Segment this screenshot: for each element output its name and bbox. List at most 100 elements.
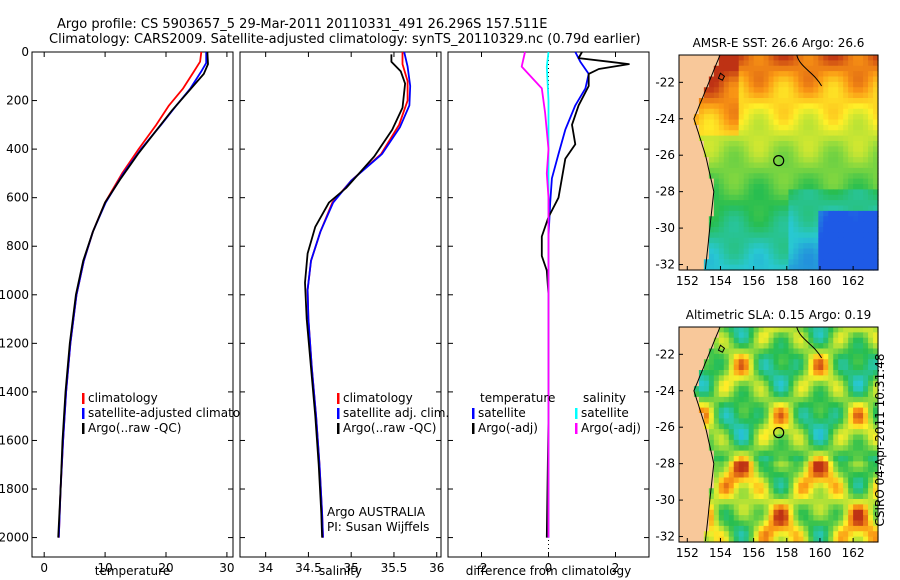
map-cell xyxy=(698,76,705,83)
map-cell xyxy=(818,423,824,430)
map-cell xyxy=(783,504,790,511)
map-cell xyxy=(679,200,685,207)
map-cell xyxy=(753,167,760,174)
map-cell xyxy=(713,253,720,260)
map-cell xyxy=(863,402,869,409)
map-cell xyxy=(683,237,690,244)
map-cell xyxy=(803,450,809,457)
map-cell xyxy=(723,391,730,398)
map-cell xyxy=(713,71,720,78)
diff-temp-legend-label: Argo(-adj) xyxy=(478,421,538,435)
map-cell xyxy=(863,423,869,430)
map-cell xyxy=(813,525,819,532)
map-cell xyxy=(688,210,695,217)
map-cell xyxy=(848,194,854,201)
map-cell xyxy=(693,353,700,360)
map-cell xyxy=(818,146,824,153)
map-cell xyxy=(703,76,710,83)
map-cell xyxy=(873,515,879,522)
map-cell xyxy=(813,477,819,484)
map-cell xyxy=(753,243,760,250)
map-cell xyxy=(748,55,755,61)
map-cell xyxy=(788,205,795,212)
map-cell xyxy=(688,232,695,239)
map-cell xyxy=(823,76,829,83)
map-cell xyxy=(773,418,780,425)
map-cell xyxy=(688,536,695,543)
map-cell xyxy=(813,124,819,131)
map-cell xyxy=(703,189,710,196)
map-cell xyxy=(713,423,720,430)
map-cell xyxy=(853,167,859,174)
map-cell xyxy=(848,135,854,142)
map-cell xyxy=(758,210,765,217)
map-cell xyxy=(808,482,814,489)
map-cell xyxy=(698,173,705,180)
map-cell xyxy=(728,210,735,217)
map-cell xyxy=(688,248,695,255)
map-cell xyxy=(788,55,795,61)
map-cell xyxy=(833,227,839,233)
map-cell xyxy=(753,370,760,376)
map-cell xyxy=(853,146,859,153)
map-cell xyxy=(843,87,849,94)
map-cell xyxy=(853,65,859,72)
map-cell xyxy=(763,151,770,158)
map-cell xyxy=(748,221,755,228)
map-cell xyxy=(783,332,790,339)
map-cell xyxy=(753,119,760,126)
map-cell xyxy=(753,146,760,153)
map-cell xyxy=(803,461,809,468)
map-cell xyxy=(683,525,690,532)
map-cell xyxy=(708,151,715,158)
map-cell xyxy=(858,210,864,217)
map-cell xyxy=(743,418,750,425)
map-cell xyxy=(758,135,765,142)
map-cell xyxy=(688,243,695,250)
map-cell xyxy=(828,60,834,67)
map-cell xyxy=(768,461,775,468)
map-cell xyxy=(828,375,834,382)
map-cell xyxy=(843,429,849,436)
map-cell xyxy=(768,210,775,217)
map-cell xyxy=(778,525,785,532)
map-cell xyxy=(718,264,725,271)
map-cell xyxy=(838,205,844,212)
map-cell xyxy=(858,130,864,137)
map-cell xyxy=(873,450,879,457)
map-cell xyxy=(778,146,785,153)
map-cell xyxy=(688,429,695,436)
map-cell xyxy=(793,472,799,479)
map-cell xyxy=(783,87,790,94)
map-cell xyxy=(703,237,710,244)
map-cell xyxy=(873,429,879,436)
map-cell xyxy=(818,76,824,83)
map-cell xyxy=(693,429,700,436)
map-cell xyxy=(743,98,750,104)
map-cell xyxy=(753,248,760,255)
map-cell xyxy=(783,402,790,409)
map-cell xyxy=(683,531,690,538)
map-cell xyxy=(683,76,690,83)
map-cell xyxy=(693,135,700,142)
map-cell xyxy=(723,205,730,212)
map-cell xyxy=(723,264,730,271)
map-cell xyxy=(838,264,844,271)
map-cell xyxy=(813,76,819,83)
map-frame xyxy=(678,54,879,271)
map-cell xyxy=(748,216,755,223)
map-cell xyxy=(743,337,750,344)
map-cell xyxy=(858,157,864,164)
map-cell xyxy=(693,456,700,462)
map-cell xyxy=(788,237,795,244)
map-cell xyxy=(783,407,790,414)
map-cell xyxy=(783,135,790,142)
map-cell xyxy=(713,391,720,398)
map-cell xyxy=(848,205,854,212)
map-cell xyxy=(723,227,730,233)
map-cell xyxy=(863,92,869,99)
map-x-tick-label: 156 xyxy=(742,546,765,560)
map-cell xyxy=(863,509,869,516)
map-cell xyxy=(853,227,859,233)
map-cell xyxy=(698,391,705,398)
